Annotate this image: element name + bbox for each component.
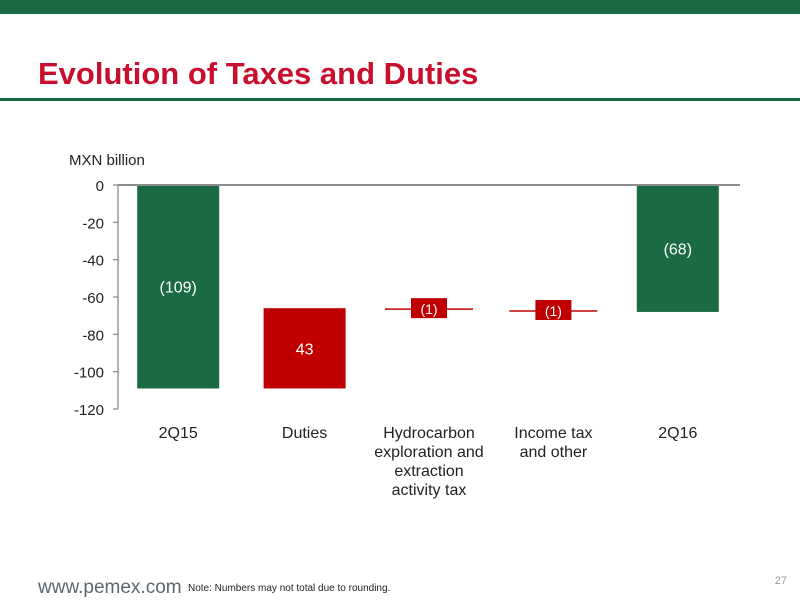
bar <box>411 298 447 319</box>
x-category-label: extraction <box>394 463 463 480</box>
bar <box>636 185 719 312</box>
data-label: (109) <box>160 280 197 297</box>
footnote: Note: Numbers may not total due to round… <box>188 583 391 594</box>
page-title: Evolution of Taxes and Duties <box>38 56 479 91</box>
website-link[interactable]: www.pemex.com <box>38 577 182 598</box>
y-tick-label: -100 <box>74 365 104 382</box>
bar <box>137 185 220 389</box>
y-tick-label: -120 <box>74 402 104 419</box>
y-tick-label: -60 <box>82 290 104 307</box>
data-label: (1) <box>420 301 437 317</box>
data-label: 43 <box>296 341 314 358</box>
x-category-label: Income tax <box>514 425 592 442</box>
data-label: (1) <box>545 303 562 319</box>
x-category-label: 2Q15 <box>159 425 198 442</box>
x-category-label: and other <box>520 444 588 461</box>
page-number: 27 <box>774 575 787 587</box>
x-category-label: Duties <box>282 425 327 442</box>
bar <box>535 300 572 320</box>
bar <box>263 308 346 389</box>
x-category-label: 2Q16 <box>658 425 697 442</box>
y-tick-label: -80 <box>82 327 104 344</box>
unit-label: MXN billion <box>69 152 145 169</box>
x-category-label: Hydrocarbon <box>383 425 475 442</box>
y-tick-label: 0 <box>96 178 104 195</box>
top-green-bar <box>0 0 800 14</box>
x-category-label: activity tax <box>392 482 467 499</box>
data-label: (68) <box>664 241 692 258</box>
title-divider <box>0 98 800 101</box>
x-category-label: exploration and <box>374 444 483 461</box>
y-tick-label: -20 <box>82 215 104 232</box>
y-tick-label: -40 <box>82 253 104 270</box>
